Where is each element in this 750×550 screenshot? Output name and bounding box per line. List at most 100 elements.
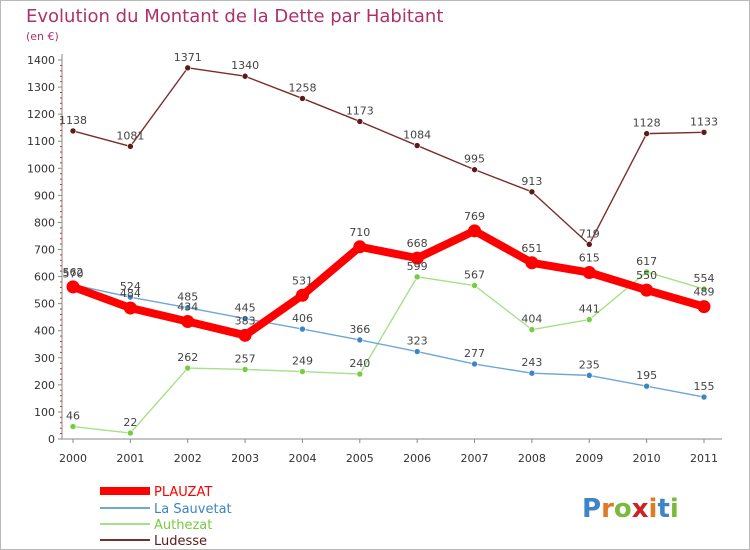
data-label-la-sauvetat: 277 [464, 347, 485, 360]
data-label-authezat: 554 [694, 272, 715, 285]
data-label-ludesse: 1173 [346, 104, 374, 117]
x-tick-label: 2006 [403, 452, 431, 465]
data-point-la-sauvetat [356, 336, 364, 344]
data-point-ludesse [356, 118, 364, 125]
data-label-ludesse: 1340 [231, 59, 259, 72]
data-point-la-sauvetat [643, 382, 650, 390]
data-label-authezat: 599 [407, 260, 428, 273]
data-point-la-sauvetat [471, 360, 478, 368]
data-point-plauzat [353, 240, 367, 254]
y-tick-label: 100 [34, 406, 55, 419]
data-label-authezat: 257 [235, 352, 256, 365]
data-point-ludesse [413, 142, 421, 149]
series-authezat [69, 268, 708, 437]
y-tick-label: 200 [34, 379, 55, 392]
data-label-authezat: 404 [521, 313, 542, 326]
data-label-plauzat: 484 [120, 287, 141, 300]
data-point-ludesse [471, 166, 478, 173]
data-label-plauzat: 562 [63, 266, 84, 279]
data-label-plauzat: 550 [636, 269, 657, 282]
x-tick-label: 2002 [174, 452, 202, 465]
data-label-ludesse: 995 [464, 153, 485, 166]
series-line-plauzat [69, 226, 708, 340]
data-point-ludesse [299, 95, 306, 102]
data-label-ludesse: 1128 [633, 117, 661, 130]
data-point-ludesse [184, 64, 192, 72]
data-point-plauzat [468, 224, 482, 238]
logo-letter: o [614, 494, 632, 524]
data-point-plauzat [66, 280, 80, 294]
logo-letter: x [632, 494, 649, 524]
y-tick-label: 800 [34, 216, 55, 229]
data-point-plauzat [238, 328, 252, 342]
data-label-ludesse: 1081 [116, 129, 144, 142]
data-labels: 1138 1081 1371 1340 1258 1173 1084 995 913 719 112… [59, 51, 718, 429]
logo-letter: i [649, 494, 658, 524]
data-point-plauzat [640, 283, 654, 297]
data-label-plauzat: 434 [177, 301, 198, 314]
data-point-ludesse [643, 130, 650, 137]
x-tick-label: 2011 [690, 452, 718, 465]
x-tick-label: 2004 [288, 452, 316, 465]
y-tick-label: 1100 [27, 135, 55, 148]
data-label-la-sauvetat: 155 [694, 380, 715, 393]
data-label-plauzat: 489 [694, 286, 715, 299]
legend-label-authezat: Authezat [154, 518, 212, 533]
data-point-la-sauvetat [413, 348, 421, 355]
data-point-la-sauvetat [299, 325, 306, 333]
data-label-authezat: 249 [292, 355, 313, 368]
data-point-la-sauvetat [700, 393, 708, 401]
data-point-plauzat [582, 266, 596, 280]
y-tick-label: 0 [48, 433, 55, 446]
data-point-la-sauvetat [127, 293, 134, 301]
data-point-ludesse [127, 143, 134, 150]
data-label-la-sauvetat: 445 [235, 302, 256, 315]
logo-letter: r [601, 494, 614, 524]
data-point-plauzat [525, 256, 539, 270]
x-tick-label: 2007 [461, 452, 489, 465]
data-label-ludesse: 719 [579, 227, 600, 240]
data-point-ludesse [528, 188, 536, 196]
series-line-authezat [72, 271, 705, 434]
data-label-authezat: 46 [66, 410, 80, 423]
series-layer [66, 64, 711, 437]
data-point-la-sauvetat [184, 304, 192, 312]
data-label-la-sauvetat: 195 [636, 369, 657, 382]
x-tick-label: 2005 [346, 452, 374, 465]
data-label-plauzat: 615 [579, 252, 600, 265]
data-point-authezat [241, 366, 249, 373]
y-tick-label: 1400 [27, 54, 55, 67]
data-point-ludesse [241, 72, 249, 80]
data-point-plauzat [410, 251, 424, 265]
x-tick-label: 2008 [518, 452, 546, 465]
logo-text: Proxiti [582, 494, 679, 524]
data-point-la-sauvetat [241, 315, 249, 322]
logo-letter: P [582, 494, 601, 524]
data-label-plauzat: 668 [407, 237, 428, 250]
legend-label-ludesse: Ludesse [154, 534, 207, 549]
y-tick-label: 700 [34, 244, 55, 257]
series-ludesse [69, 64, 708, 248]
x-tick-label: 2000 [59, 452, 87, 465]
logo-letter: t [657, 494, 669, 524]
data-label-plauzat: 651 [521, 242, 542, 255]
data-label-ludesse: 1258 [288, 81, 316, 94]
data-label-la-sauvetat: 524 [120, 280, 141, 293]
legend-label-plauzat: PLAUZAT [154, 485, 212, 500]
y-tick-label: 600 [34, 271, 55, 284]
data-label-authezat: 567 [464, 269, 485, 282]
y-tick-label: 300 [34, 352, 55, 365]
data-label-authezat: 617 [636, 255, 657, 268]
chart-title: Evolution du Montant de la Dette par Hab… [26, 6, 443, 27]
data-label-la-sauvetat: 243 [521, 356, 542, 369]
data-label-plauzat: 769 [464, 210, 485, 223]
x-tick-label: 2010 [633, 452, 661, 465]
y-tick-label: 1000 [27, 162, 55, 175]
data-label-la-sauvetat: 485 [177, 291, 198, 304]
data-label-ludesse: 1371 [174, 51, 202, 64]
data-point-ludesse [69, 127, 77, 135]
data-label-plauzat: 531 [292, 274, 313, 287]
data-point-authezat [184, 364, 192, 372]
